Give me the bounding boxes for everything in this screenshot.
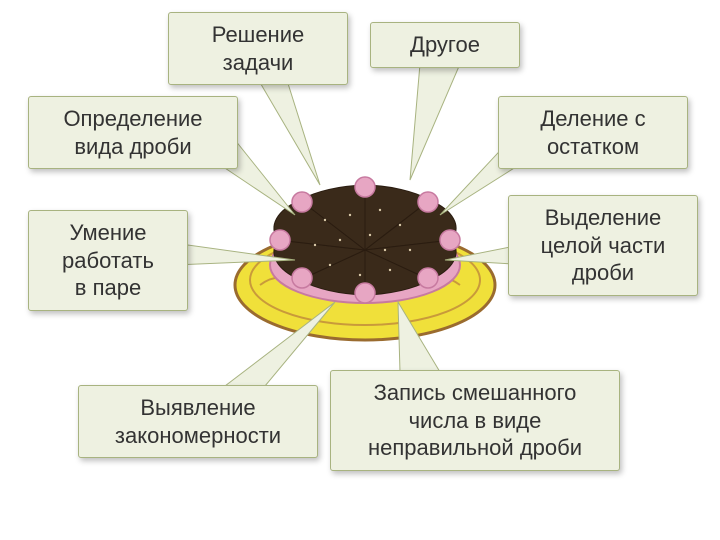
callout-label: Решениезадачи xyxy=(212,22,305,75)
callout-label: Другое xyxy=(410,32,480,57)
callout-other: Другое xyxy=(370,22,520,68)
callout-fractype: Определениевида дроби xyxy=(28,96,238,169)
callout-solve: Решениезадачи xyxy=(168,12,348,85)
callout-mixed: Запись смешанногочисла в виденеправильно… xyxy=(330,370,620,471)
callout-label: Определениевида дроби xyxy=(63,106,202,159)
diagram-canvas: { "diagram": { "type": "infographic", "b… xyxy=(0,0,720,540)
callout-label: Умениеработатьв паре xyxy=(62,220,154,300)
callout-divrem: Деление состатком xyxy=(498,96,688,169)
callout-label: Выделениецелой частидроби xyxy=(541,205,666,285)
callout-label: Запись смешанногочисла в виденеправильно… xyxy=(368,380,582,460)
cake-icon xyxy=(230,155,500,345)
callout-label: Выявлениезакономерности xyxy=(115,395,281,448)
callout-pattern: Выявлениезакономерности xyxy=(78,385,318,458)
callout-pair: Умениеработатьв паре xyxy=(28,210,188,311)
callout-label: Деление состатком xyxy=(540,106,645,159)
callout-whole: Выделениецелой частидроби xyxy=(508,195,698,296)
